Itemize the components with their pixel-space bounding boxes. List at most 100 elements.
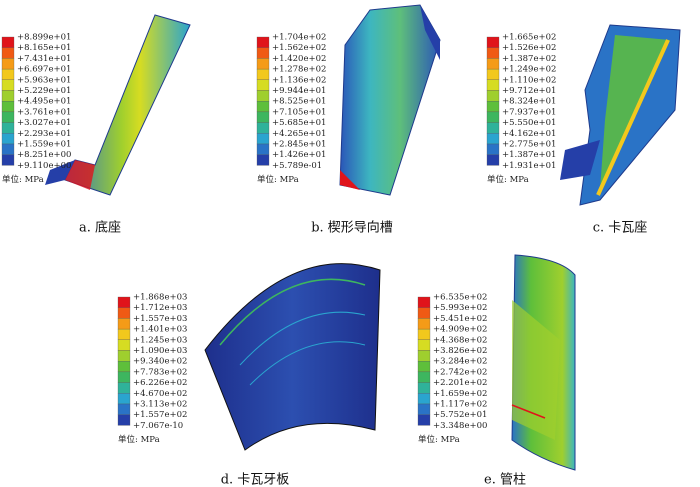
legend-swatch bbox=[417, 307, 431, 319]
legend-label: +8.324e+01 bbox=[502, 97, 556, 107]
legend-swatch bbox=[256, 122, 270, 134]
unit-label: 单位: MPa bbox=[487, 174, 529, 185]
legend-swatch bbox=[256, 154, 270, 166]
caption: a. 底座 bbox=[79, 220, 121, 236]
caption: e. 管柱 bbox=[484, 473, 526, 487]
legend-swatch bbox=[486, 154, 500, 166]
legend-label: +1.420e+02 bbox=[272, 54, 326, 64]
legend-label: +1.278e+02 bbox=[272, 65, 326, 75]
legend-label: +9.944e+01 bbox=[272, 86, 326, 96]
model-b bbox=[339, 4, 441, 196]
legend-label: +7.105e+01 bbox=[272, 107, 326, 117]
legend-label: +4.670e+02 bbox=[133, 389, 187, 399]
legend-swatch bbox=[117, 414, 131, 426]
model-d bbox=[204, 263, 381, 451]
legend-label: +1.387e+01 bbox=[502, 150, 556, 160]
unit-label: 单位: MPa bbox=[418, 434, 460, 445]
legend-label: +1.704e+02 bbox=[272, 33, 326, 43]
legend-label: +4.368e+02 bbox=[433, 335, 487, 345]
legend-swatch bbox=[417, 382, 431, 394]
legend-label: +1.559e+01 bbox=[17, 140, 71, 150]
legend-label: +2.742e+02 bbox=[433, 367, 487, 377]
legend-label: +1.401e+03 bbox=[133, 325, 187, 335]
legend-label: +3.826e+02 bbox=[433, 346, 487, 356]
legend-swatch bbox=[417, 339, 431, 351]
legend-swatch bbox=[1, 36, 15, 48]
legend-label: +3.027e+01 bbox=[17, 118, 71, 128]
legend-label: +6.535e+02 bbox=[433, 293, 487, 303]
legend-label: +1.557e+02 bbox=[133, 410, 187, 420]
legend-label: +1.868e+03 bbox=[133, 293, 187, 303]
model-c bbox=[560, 24, 681, 206]
legend-swatch bbox=[486, 111, 500, 123]
legend-label: +1.931e+01 bbox=[502, 161, 556, 171]
legend-label: +5.963e+01 bbox=[17, 75, 71, 85]
legend-label: +1.562e+02 bbox=[272, 43, 326, 53]
legend-swatch bbox=[256, 79, 270, 91]
legend-label: +7.937e+01 bbox=[502, 107, 556, 117]
legend-label: +1.659e+02 bbox=[433, 389, 487, 399]
legend-swatch bbox=[117, 318, 131, 330]
legend-swatch bbox=[256, 101, 270, 113]
legend-label: +1.526e+02 bbox=[502, 43, 556, 53]
legend-swatch bbox=[256, 111, 270, 123]
legend-swatch bbox=[117, 361, 131, 373]
legend-swatch bbox=[486, 122, 500, 134]
legend-label: +1.245e+03 bbox=[133, 335, 187, 345]
legend-label: +3.761e+01 bbox=[17, 107, 71, 117]
legend-label: +1.426e+01 bbox=[272, 150, 326, 160]
legend-label: +8.251e+00 bbox=[17, 150, 71, 160]
legend-swatch bbox=[256, 133, 270, 145]
legend-swatch bbox=[256, 68, 270, 80]
model-a bbox=[45, 14, 191, 196]
legend-label: +4.162e+01 bbox=[502, 129, 556, 139]
legend-swatch bbox=[117, 296, 131, 308]
legend-label: +9.712e+01 bbox=[502, 86, 556, 96]
legend-swatch bbox=[417, 414, 431, 426]
legend-swatch bbox=[417, 403, 431, 415]
legend-label: +1.117e+02 bbox=[433, 400, 487, 410]
legend-swatch bbox=[256, 58, 270, 70]
legend-swatch bbox=[117, 350, 131, 362]
legend-swatch bbox=[1, 58, 15, 70]
legend-swatch bbox=[117, 339, 131, 351]
unit-label: 单位: MPa bbox=[2, 174, 44, 185]
unit-label: 单位: MPa bbox=[257, 174, 299, 185]
legend-label: +5.685e+01 bbox=[272, 118, 326, 128]
legend-label: +7.431e+01 bbox=[17, 54, 71, 64]
legend-label: +6.226e+02 bbox=[133, 378, 187, 388]
legend-label: +1.090e+03 bbox=[133, 346, 187, 356]
legend-label: +1.136e+02 bbox=[272, 75, 326, 85]
legend-label: +3.113e+02 bbox=[133, 400, 187, 410]
legend-label: +2.201e+02 bbox=[433, 378, 487, 388]
legend-swatch bbox=[486, 143, 500, 155]
legend-label: +2.845e+01 bbox=[272, 140, 326, 150]
legend-label: +5.752e+01 bbox=[433, 410, 487, 420]
legend-swatch bbox=[417, 318, 431, 330]
legend-swatch bbox=[486, 101, 500, 113]
legend-swatch bbox=[417, 328, 431, 340]
legend-label: +5.229e+01 bbox=[17, 86, 71, 96]
legend-label: +4.265e+01 bbox=[272, 129, 326, 139]
legend-swatch bbox=[417, 361, 431, 373]
legend-swatch bbox=[117, 393, 131, 405]
legend-label: +1.557e+03 bbox=[133, 314, 187, 324]
legend-label: +9.110e+00 bbox=[17, 161, 71, 171]
legend-label: +3.348e+00 bbox=[433, 421, 487, 431]
legend-swatch bbox=[117, 307, 131, 319]
legend-swatch bbox=[256, 90, 270, 102]
legend-swatch bbox=[417, 371, 431, 383]
legend-swatch bbox=[1, 47, 15, 59]
legend-swatch bbox=[1, 133, 15, 145]
legend-swatch bbox=[117, 403, 131, 415]
legend-swatch bbox=[1, 79, 15, 91]
legend-swatch bbox=[117, 328, 131, 340]
legend-label: +8.525e+01 bbox=[272, 97, 326, 107]
caption: d. 卡瓦牙板 bbox=[221, 473, 290, 487]
legend-swatch bbox=[256, 36, 270, 48]
legend-swatch bbox=[417, 393, 431, 405]
legend-swatch bbox=[256, 47, 270, 59]
legend-label: +9.340e+02 bbox=[133, 357, 187, 367]
legend-label: +5.451e+02 bbox=[433, 314, 487, 324]
legend-label: +1.110e+02 bbox=[502, 75, 556, 85]
